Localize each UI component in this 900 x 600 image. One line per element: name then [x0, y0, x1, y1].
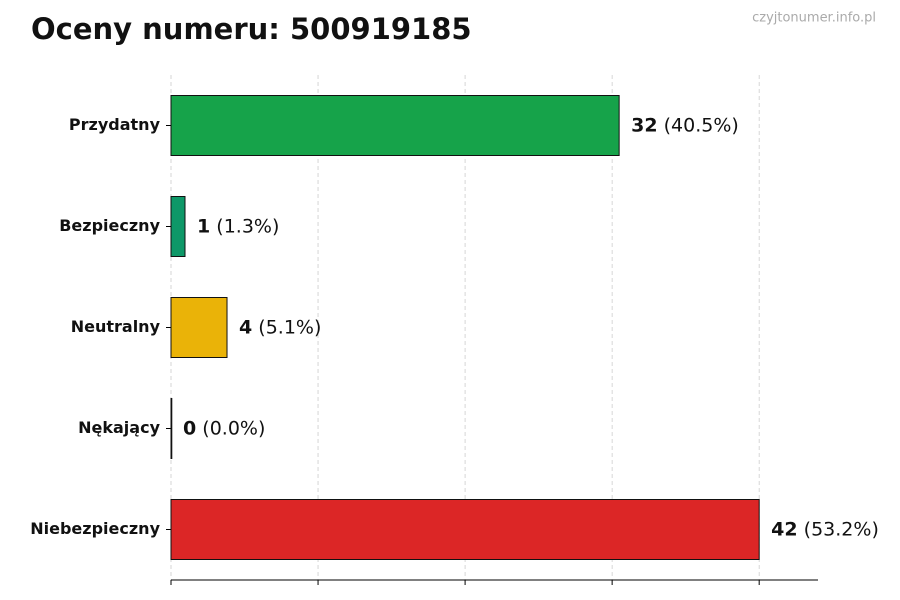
data-label: 42 (53.2%) — [771, 518, 879, 540]
y-tick-label: Nękający — [78, 418, 160, 437]
value-label: 4 — [239, 316, 252, 338]
watermark: czyjtonumer.info.pl — [752, 11, 876, 26]
share-label: (1.3%) — [216, 215, 279, 237]
data-label: 4 (5.1%) — [239, 316, 321, 338]
share-label: (5.1%) — [258, 316, 321, 338]
chart-title: Oceny numeru: 500919185 — [31, 12, 472, 46]
value-label: 1 — [197, 215, 210, 237]
y-tick-label: Niebezpieczny — [30, 519, 160, 538]
y-tick-label: Bezpieczny — [59, 216, 160, 235]
data-label: 32 (40.5%) — [631, 114, 739, 136]
value-label: 42 — [771, 518, 797, 540]
bar — [170, 95, 620, 156]
y-tick-label: Przydatny — [69, 115, 161, 134]
bar — [170, 398, 173, 459]
value-label: 0 — [183, 417, 196, 439]
bar — [170, 196, 186, 257]
data-label: 1 (1.3%) — [197, 215, 279, 237]
data-label: 0 (0.0%) — [183, 417, 265, 439]
bar — [170, 297, 228, 358]
value-label: 32 — [631, 114, 657, 136]
share-label: (53.2%) — [804, 518, 879, 540]
y-tick-label: Neutralny — [71, 317, 161, 336]
share-label: (40.5%) — [664, 114, 739, 136]
share-label: (0.0%) — [202, 417, 265, 439]
bar — [170, 499, 760, 560]
